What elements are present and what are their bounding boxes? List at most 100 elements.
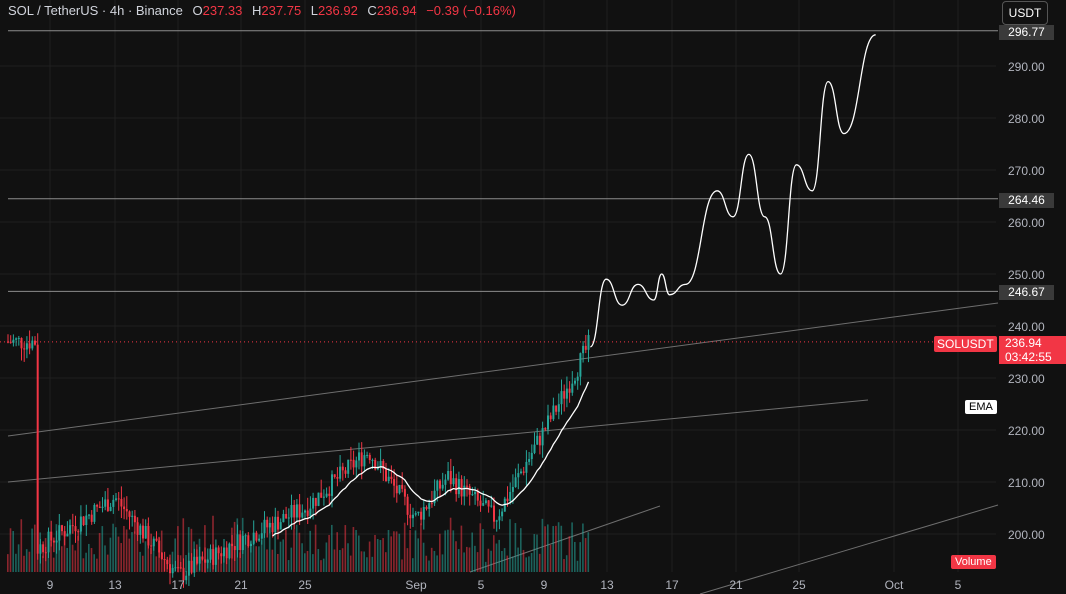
candle-body: [52, 540, 55, 543]
volume-bar: [501, 550, 503, 572]
candle-body: [314, 497, 317, 506]
candle-body: [360, 452, 363, 467]
ema-line: [272, 381, 590, 537]
level-label-top[interactable]: 296.77: [999, 25, 1054, 40]
candle-body: [301, 512, 304, 518]
candle-body: [198, 556, 201, 564]
candle-body: [328, 493, 331, 496]
level-label-mid[interactable]: 264.46: [999, 193, 1054, 208]
volume-bar: [360, 551, 363, 572]
candle-body: [58, 525, 61, 541]
candle-body: [571, 383, 574, 393]
candle-body: [325, 493, 328, 497]
price-tick: 210.00: [1008, 476, 1045, 490]
time-tick: 5: [954, 578, 962, 592]
volume-bar: [333, 549, 336, 572]
volume-bar: [115, 527, 117, 572]
candle-body: [158, 540, 161, 553]
candle-body: [544, 428, 547, 430]
candle-body: [171, 568, 174, 574]
volume-bar: [104, 545, 106, 572]
candle-body: [417, 511, 420, 514]
candle-body: [104, 499, 107, 507]
volume-bar: [544, 526, 546, 572]
candle-body: [169, 564, 171, 574]
volume-bar: [201, 556, 203, 572]
volume-bar: [155, 556, 158, 572]
volume-bar: [379, 540, 382, 572]
candle-body: [15, 338, 18, 340]
candle-body: [495, 520, 498, 522]
volume-bar: [42, 555, 44, 572]
candle-body: [479, 500, 482, 506]
volume-bar: [271, 549, 274, 572]
candle-body: [279, 522, 282, 530]
candle-body: [528, 459, 531, 462]
candle-body: [587, 335, 590, 350]
volume-bar: [444, 530, 446, 572]
volume-bar: [552, 526, 554, 572]
candle-body: [501, 511, 504, 517]
candle-body: [266, 519, 269, 528]
volume-bar: [587, 532, 590, 572]
level-label-low[interactable]: 246.67: [999, 285, 1054, 300]
candle-body: [160, 552, 163, 560]
volume-legend-tag[interactable]: Volume: [951, 555, 996, 569]
candle-body: [309, 508, 312, 516]
candle-body: [225, 547, 228, 559]
candle-body: [206, 559, 209, 563]
volume-bar: [582, 523, 584, 572]
ema-legend-tag[interactable]: EMA: [965, 400, 997, 414]
close-label: C: [367, 3, 377, 18]
candle-body: [333, 474, 336, 477]
candle-body: [193, 556, 196, 573]
candle-body: [541, 428, 544, 446]
volume-bar: [401, 559, 403, 572]
volume-bar: [98, 533, 101, 572]
volume-bar: [341, 548, 344, 572]
candle-body: [88, 514, 90, 516]
candle-body: [85, 515, 88, 525]
volume-bar: [25, 549, 28, 572]
volume-bar: [466, 546, 468, 572]
candle-body: [239, 534, 242, 551]
volume-bar: [468, 547, 471, 572]
candle-body: [9, 341, 12, 343]
volume-bar: [574, 541, 576, 572]
volume-bar: [131, 532, 133, 572]
candle-body: [371, 459, 374, 461]
currency-button[interactable]: USDT: [1002, 1, 1048, 25]
candle-body: [436, 480, 439, 491]
volume-bar: [9, 528, 12, 572]
trend-line: [699, 504, 999, 594]
symbol-title[interactable]: SOL / TetherUS · 4h · Binance: [8, 3, 183, 18]
volume-bar: [312, 554, 314, 572]
volume-bar: [20, 519, 23, 572]
price-tick: 290.00: [1008, 60, 1045, 74]
candle-body: [293, 504, 296, 518]
volume-bar: [187, 527, 190, 572]
volume-bar: [128, 538, 131, 572]
candle-body: [530, 452, 533, 460]
candle-body: [31, 340, 34, 349]
price-tick: 230.00: [1008, 372, 1045, 386]
volume-bar: [347, 543, 349, 572]
volume-bar: [101, 526, 104, 572]
high-label: H: [252, 3, 262, 18]
candle-body: [25, 343, 28, 350]
candle-body: [144, 525, 147, 539]
candle-body: [241, 535, 244, 551]
symbol-header: SOL / TetherUS · 4h · Binance O237.33 H2…: [8, 3, 516, 18]
candle-body: [69, 525, 72, 534]
volume-bar: [117, 536, 120, 572]
time-tick: Oct: [884, 578, 904, 592]
candle-body: [525, 461, 528, 473]
candle-body: [136, 522, 139, 535]
volume-bar: [433, 550, 436, 572]
candle-body: [201, 556, 204, 560]
candle-body: [520, 471, 522, 474]
volume-bar: [52, 557, 55, 572]
candle-body: [574, 380, 576, 384]
volume-bar: [530, 552, 533, 572]
